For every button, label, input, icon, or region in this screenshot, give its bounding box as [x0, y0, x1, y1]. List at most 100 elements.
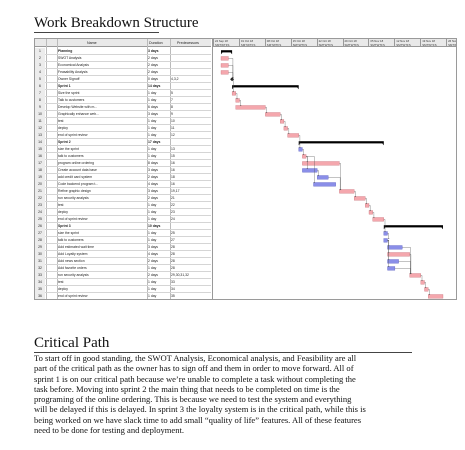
task-bar: [387, 266, 396, 271]
dependency-link: [387, 240, 389, 246]
task-predecessors: 9: [171, 112, 173, 117]
day-letters: SMTWTFS: [292, 43, 308, 47]
dependency-arrow: [288, 133, 290, 135]
task-predecessors: 24: [171, 217, 175, 222]
task-bar: [420, 280, 425, 285]
dependency-link: [280, 114, 282, 120]
task-duration: 3 days: [148, 245, 158, 250]
dependency-arrow: [409, 273, 412, 275]
dependency-link: [383, 219, 386, 232]
dependency-arrow: [302, 154, 305, 156]
paragraph-line: will be delayed if this is delayed. In s…: [34, 404, 366, 415]
task-duration: 1 day: [148, 133, 157, 138]
dependency-arrow: [239, 105, 242, 107]
paragraph-line: part of the critical path as the owner h…: [34, 363, 354, 374]
task-duration: 1 day: [148, 217, 157, 222]
timeline-chart: 24 Sep 18 SMTWTFS 01 Oct 18 SMTWTFS 08 Oct 1…: [212, 39, 457, 299]
task-duration: 1 day: [148, 98, 157, 103]
task-name: Planning: [58, 49, 73, 54]
task-row: 25 end of sprint review 1 day 24: [35, 216, 211, 223]
task-predecessors: 28: [171, 266, 175, 271]
task-row: 32 Add favorite orders 1 day 28: [35, 265, 211, 272]
dependency-arrow: [428, 294, 431, 296]
timeline-week: 12 Nov 18 SMTWTFS: [394, 39, 420, 47]
col-divider: [147, 39, 148, 299]
critical-path-heading: Critical Path: [34, 335, 110, 351]
task-id: 23: [35, 202, 45, 209]
dependency-arrow: [313, 182, 316, 184]
task-row: 16 talk to customers 1 day 15: [35, 153, 211, 160]
dependency-link: [365, 198, 367, 204]
task-row: 27 size the sprint 1 day 25: [35, 230, 211, 237]
timeline-week: 22 Oct 18 SMTWTFS: [316, 39, 343, 47]
task-row: 31 Add news section 2 days 28: [35, 258, 211, 265]
task-row: 5 Owner Signoff 0 days 4,3,2: [35, 76, 211, 83]
task-predecessors: 12: [171, 133, 175, 138]
task-bar: [302, 168, 318, 173]
task-duration: 1 day: [148, 126, 157, 131]
task-predecessors: 10: [171, 119, 175, 124]
task-bar: [383, 231, 388, 236]
task-bar: [317, 175, 329, 180]
task-id: 2: [35, 55, 45, 62]
task-predecessors: 28: [171, 259, 175, 264]
dependency-arrow: [369, 210, 371, 212]
task-name: end of sprint review: [58, 294, 88, 299]
task-duration: 1 day: [148, 280, 157, 285]
col-divider: [57, 39, 58, 299]
dependency-link: [369, 205, 371, 211]
task-row: 8 Talk to customers 1 day 7: [35, 97, 211, 104]
week-label: 29 Oct 18: [344, 39, 357, 44]
week-label: 05 Nov 18: [370, 39, 384, 44]
task-bar: [354, 196, 366, 201]
task-name: Add estimated wait time: [58, 245, 94, 250]
task-id: 11: [35, 118, 45, 125]
task-predecessors: 27: [171, 238, 175, 243]
day-letters: SMTWTFS: [448, 43, 457, 47]
task-name: Develop Website with m...: [58, 105, 98, 110]
dependency-link: [409, 254, 412, 274]
dependency-arrow: [424, 287, 427, 289]
dependency-link: [420, 275, 423, 281]
task-row: 36 end of sprint review 1 day 35: [35, 293, 211, 299]
task-duration: 10 days: [148, 224, 161, 229]
task-bar: [235, 98, 240, 103]
paragraph-line: need to be done for testing and deployme…: [34, 425, 185, 436]
task-predecessors: 33: [171, 280, 175, 285]
dependency-link: [387, 240, 389, 260]
task-name: size the sprint: [58, 231, 79, 236]
task-duration: 1 day: [148, 147, 157, 152]
week-label: 15 Oct 18: [292, 39, 305, 44]
task-name: Graphically enhance web...: [58, 112, 99, 117]
task-bar: [235, 105, 266, 110]
dependency-arrow: [421, 280, 423, 282]
task-predecessors: 5: [171, 91, 173, 96]
week-label: 12 Nov 18: [396, 39, 410, 44]
task-id: 15: [35, 146, 45, 153]
dependency-link: [387, 233, 389, 239]
task-id: 7: [35, 90, 45, 97]
task-bar: [265, 112, 281, 117]
dependency-arrow: [299, 147, 301, 149]
summary-bar-cap: [221, 52, 223, 55]
dependency-link: [328, 177, 341, 190]
day-letters: SMTWTFS: [344, 43, 360, 47]
col-divider: [46, 39, 47, 299]
task-id: 3: [35, 62, 45, 69]
task-id: 20: [35, 181, 45, 188]
task-sheet: Name Duration Predecessors 1 Planning 3 da…: [35, 39, 211, 299]
task-row: 35 deploy 1 day 34: [35, 286, 211, 293]
task-predecessors: 7: [171, 98, 173, 103]
dependency-link: [387, 240, 389, 267]
task-predecessors: 29,30,31,32: [171, 273, 189, 278]
task-id: 29: [35, 244, 45, 251]
task-bar: [302, 154, 307, 159]
task-row: 11 test 1 day 10: [35, 118, 211, 125]
week-label: 08 Oct 18: [266, 39, 279, 44]
task-duration: 2 days: [148, 259, 158, 264]
task-name: test: [58, 280, 64, 285]
task-name: add credit card system: [58, 175, 93, 180]
task-predecessors: 28: [171, 245, 175, 250]
task-bar: [220, 63, 229, 68]
